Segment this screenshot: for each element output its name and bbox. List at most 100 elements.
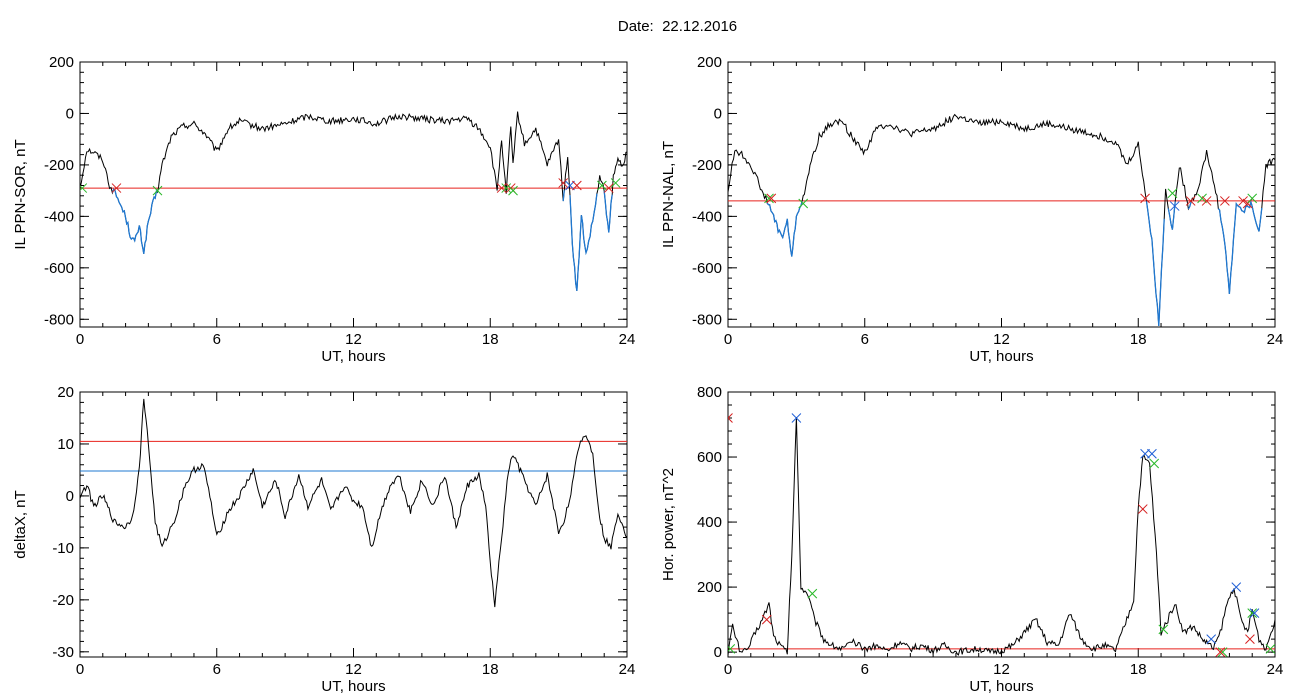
- x-tick-label: 24: [1267, 661, 1284, 678]
- series-line: [80, 398, 627, 608]
- event-marker-green: [501, 183, 512, 193]
- highlight-segment: [111, 188, 158, 254]
- event-marker-green: [1247, 193, 1258, 204]
- event-marker-green: [1247, 608, 1258, 618]
- x-tick-label: 6: [861, 331, 869, 348]
- highlight-segment: [1187, 201, 1192, 210]
- x-tick-label: 24: [619, 331, 636, 348]
- event-marker-green: [1158, 624, 1169, 635]
- y-tick-label: 0: [714, 105, 722, 122]
- event-marker-green: [610, 178, 621, 188]
- event-marker-green: [1197, 193, 1207, 204]
- event-marker-red: [1215, 647, 1226, 657]
- y-tick-label: -400: [44, 208, 74, 225]
- event-marker-blue: [1147, 448, 1157, 459]
- event-marker-green: [597, 180, 607, 191]
- y-axis-title: deltaX, nT: [12, 490, 29, 558]
- y-axis-title: Hor. power, nT^2: [660, 468, 677, 581]
- deltax-chart: 0 6 12 18 24 -30 -20 -10 0 10 20 UT, hours deltaX, n…: [12, 384, 635, 695]
- y-tick-label: -200: [44, 157, 74, 174]
- y-tick-label: -800: [44, 311, 74, 328]
- event-marker-red: [558, 178, 569, 188]
- x-axis-title: UT, hours: [969, 348, 1033, 365]
- event-marker-blue: [1206, 634, 1217, 644]
- event-marker-green: [764, 193, 774, 204]
- y-axis-title: IL PPN-SOR, nT: [12, 139, 29, 249]
- x-tick-label: 24: [1267, 331, 1284, 348]
- ppn-nal-chart: 0 6 12 18 24 -800 -600 -400 -200 0 200 UT, hours IL …: [660, 54, 1283, 365]
- hor-power-data: [728, 413, 1275, 657]
- event-marker-green: [1149, 458, 1160, 469]
- date-header: Date: 22.12.2016: [0, 18, 1300, 35]
- event-marker-blue: [1249, 608, 1260, 618]
- y-tick-label: -10: [52, 540, 74, 557]
- highlight-segment: [766, 201, 803, 257]
- x-tick-label: 6: [861, 661, 869, 678]
- event-marker-blue: [791, 413, 802, 423]
- y-tick-label: 0: [714, 644, 722, 661]
- y-tick-label: 400: [697, 514, 722, 531]
- event-marker-red: [496, 183, 507, 193]
- y-tick-label: -400: [692, 208, 722, 225]
- y-axis-title: IL PPN-NAL, nT: [660, 141, 677, 248]
- x-tick-label: 18: [482, 661, 499, 678]
- series-line: [728, 416, 1275, 656]
- event-marker-red: [1185, 196, 1196, 206]
- event-marker-red: [603, 183, 614, 193]
- event-marker-red: [1238, 196, 1248, 206]
- series-line: [728, 113, 1275, 327]
- y-tick-label: 200: [697, 54, 722, 71]
- date-label: Date:: [617, 18, 654, 35]
- x-tick-label: 6: [213, 661, 221, 678]
- x-tick-label: 12: [345, 661, 362, 678]
- event-marker-red: [1220, 196, 1230, 206]
- x-tick-label: 0: [76, 331, 84, 348]
- highlight-segment: [1145, 201, 1165, 327]
- highlight-segment: [1217, 199, 1263, 294]
- x-axis-title: UT, hours: [969, 678, 1033, 695]
- y-tick-label: 20: [57, 384, 74, 401]
- deltax-frame: [79, 391, 628, 658]
- y-tick-label: -600: [692, 260, 722, 277]
- event-marker-red: [728, 413, 733, 423]
- x-tick-label: 12: [993, 331, 1010, 348]
- event-marker-red: [1137, 504, 1148, 514]
- x-tick-label: 0: [724, 331, 732, 348]
- event-marker-blue: [1231, 582, 1242, 592]
- ppn-nal-frame: [727, 61, 1276, 328]
- y-tick-label: 200: [697, 579, 722, 596]
- event-marker-green: [1217, 647, 1228, 657]
- y-tick-label: -600: [44, 260, 74, 277]
- y-tick-label: 200: [49, 54, 74, 71]
- event-marker-green: [508, 185, 518, 196]
- event-marker-red: [111, 183, 122, 193]
- highlight-segment: [1167, 201, 1176, 230]
- x-tick-label: 24: [619, 661, 636, 678]
- highlight-segment: [603, 191, 613, 233]
- event-marker-green: [728, 644, 736, 654]
- event-marker-red: [1245, 634, 1255, 644]
- event-marker-blue: [1140, 448, 1150, 459]
- x-tick-label: 0: [724, 661, 732, 678]
- y-tick-label: -800: [692, 311, 722, 328]
- y-tick-label: -20: [52, 592, 74, 609]
- x-tick-label: 12: [345, 331, 362, 348]
- highlight-segment: [562, 190, 565, 202]
- event-marker-green: [152, 185, 163, 196]
- x-tick-label: 12: [993, 661, 1010, 678]
- event-marker-green: [1167, 188, 1178, 199]
- x-tick-label: 18: [1130, 661, 1147, 678]
- event-marker-red: [761, 614, 772, 625]
- x-tick-label: 18: [1130, 331, 1147, 348]
- x-axis-title: UT, hours: [321, 348, 385, 365]
- event-marker-green: [80, 183, 88, 193]
- hor-power-chart: 0 6 12 18 24 0 200 400 600 800 UT, hours Hor. power…: [660, 384, 1283, 695]
- event-marker-blue: [565, 180, 575, 191]
- ppn-sor-chart: 0 6 12 18 24 -800 -600 -400 -200 0 200 UT, hours IL …: [12, 54, 635, 365]
- deltax-data: [80, 398, 627, 608]
- y-tick-label: -30: [52, 644, 74, 661]
- y-tick-label: 600: [697, 449, 722, 466]
- x-tick-label: 6: [213, 331, 221, 348]
- date-value: 22.12.2016: [662, 18, 738, 35]
